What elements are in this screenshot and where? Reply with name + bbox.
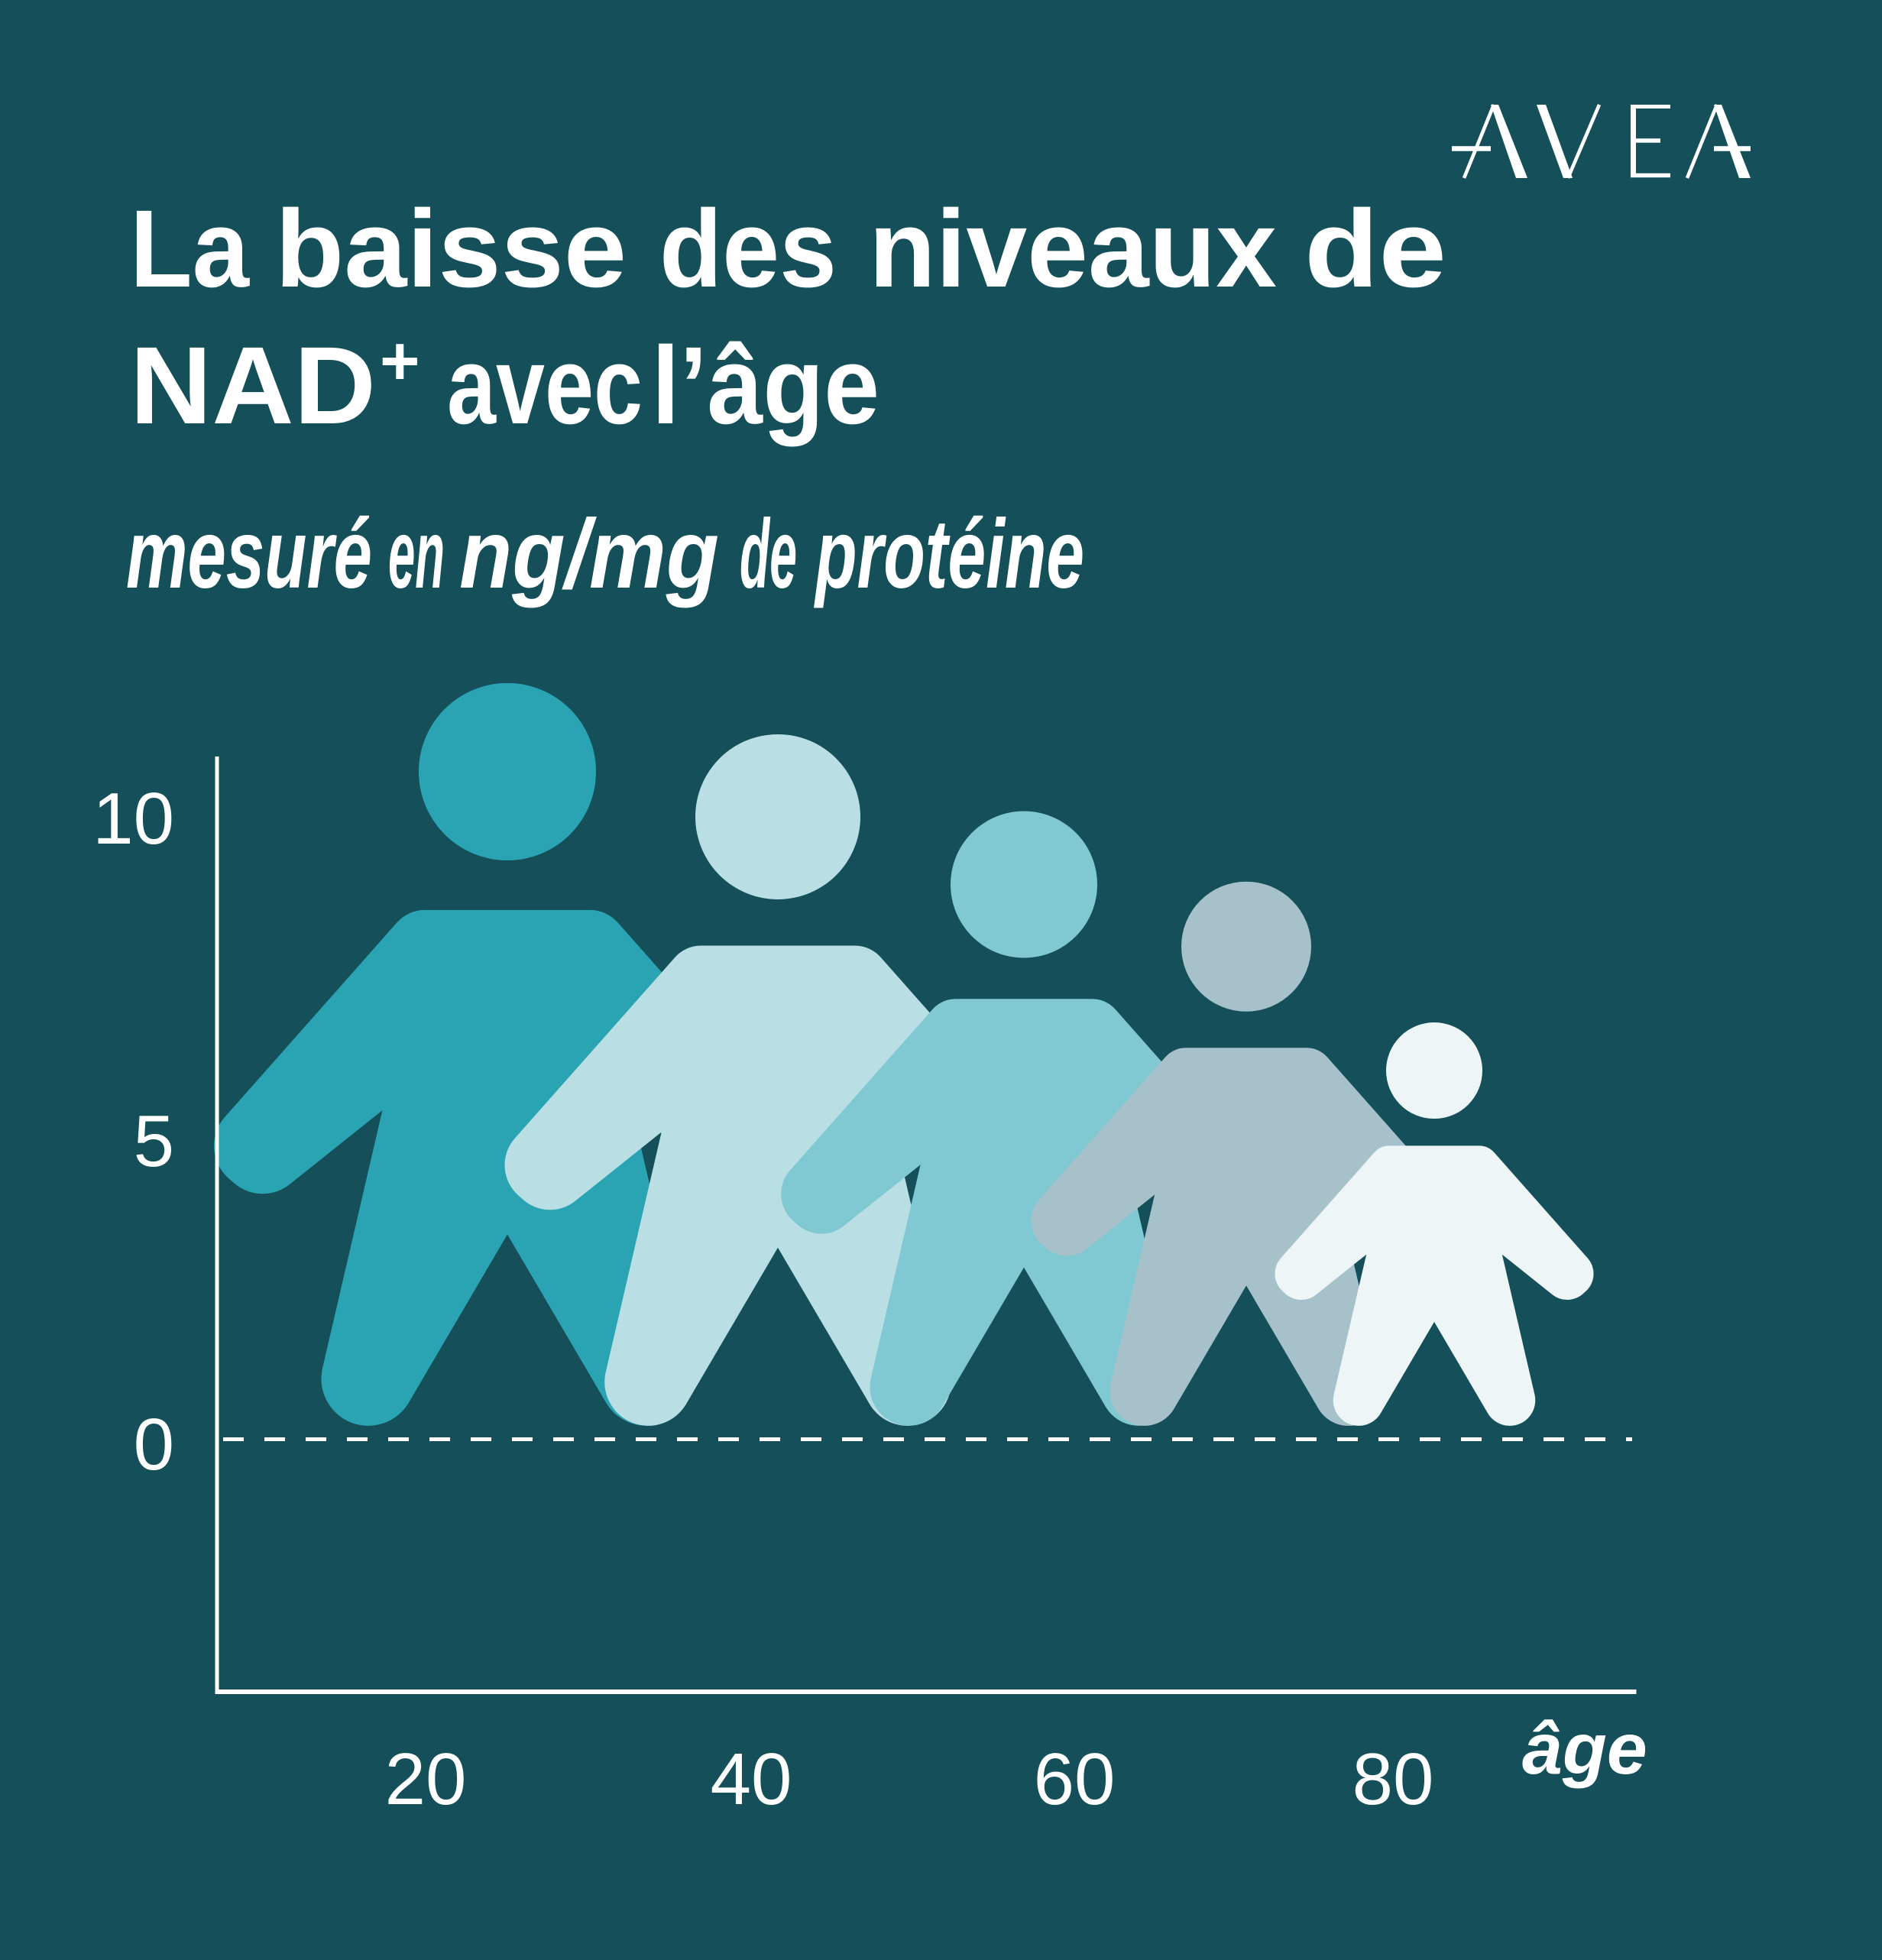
svg-text:NAD: NAD xyxy=(130,324,376,447)
svg-text:20: 20 xyxy=(385,1738,467,1820)
svg-text:60: 60 xyxy=(1034,1738,1116,1820)
svg-text:en: en xyxy=(388,500,445,609)
svg-text:La: La xyxy=(130,187,250,310)
svg-text:ng/mg: ng/mg xyxy=(459,500,719,609)
svg-text:80: 80 xyxy=(1352,1738,1434,1820)
svg-text:mesuré: mesuré xyxy=(126,500,372,609)
svg-text:10: 10 xyxy=(92,778,174,860)
svg-text:protéine: protéine xyxy=(814,500,1084,609)
svg-text:0: 0 xyxy=(134,1404,174,1485)
svg-text:40: 40 xyxy=(711,1738,792,1820)
svg-text:+: + xyxy=(380,323,420,400)
svg-text:baisse: baisse xyxy=(275,187,627,310)
svg-text:l’âge: l’âge xyxy=(652,324,879,447)
svg-text:âge: âge xyxy=(1522,1709,1647,1790)
svg-text:de: de xyxy=(740,500,797,609)
svg-text:niveaux: niveaux xyxy=(869,187,1277,310)
svg-text:5: 5 xyxy=(134,1100,174,1182)
svg-text:avec: avec xyxy=(447,324,643,447)
svg-text:des: des xyxy=(659,187,837,310)
svg-text:de: de xyxy=(1304,187,1446,310)
